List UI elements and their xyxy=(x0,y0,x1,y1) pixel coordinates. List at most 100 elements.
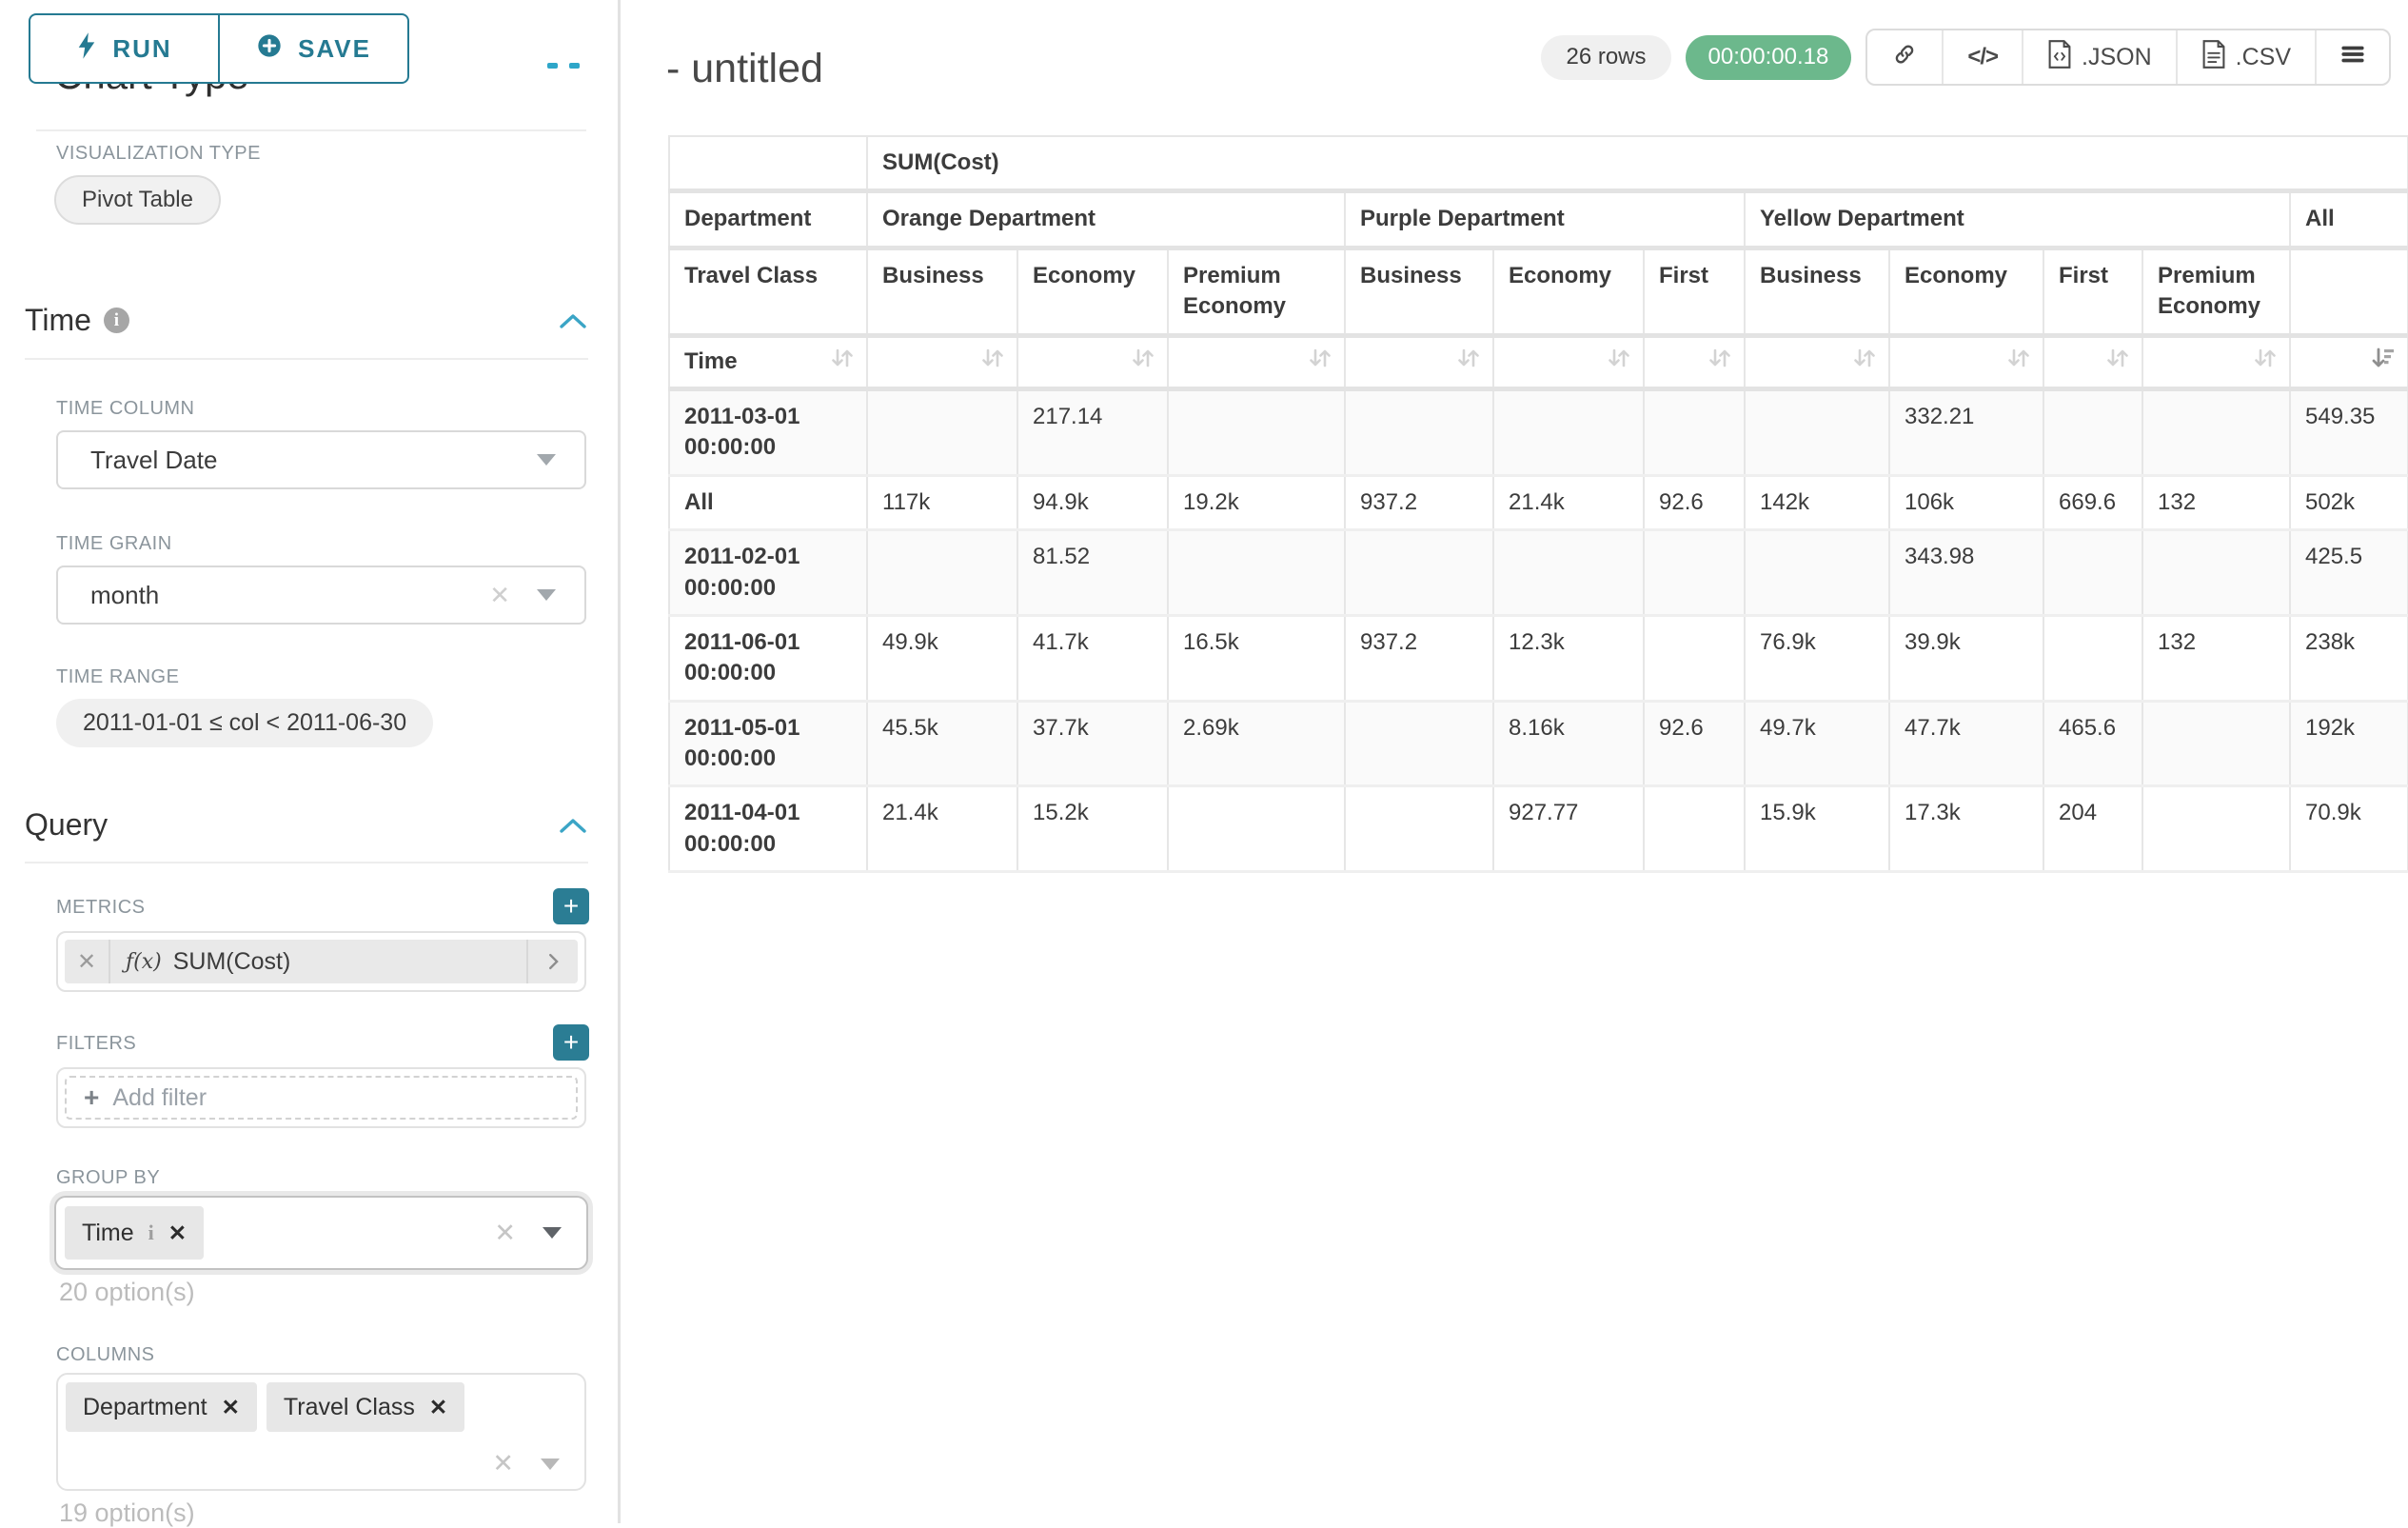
sort-toggle[interactable] xyxy=(867,335,1018,391)
remove-chip-icon[interactable]: ✕ xyxy=(168,1220,188,1245)
group-by-select[interactable]: Time i ✕ ✕ xyxy=(54,1196,588,1270)
info-icon[interactable]: i xyxy=(148,1220,154,1244)
menu-button[interactable] xyxy=(2315,30,2389,84)
remove-metric-icon[interactable]: ✕ xyxy=(65,940,110,983)
sort-toggle[interactable] xyxy=(1345,335,1494,391)
add-filter-button[interactable]: + xyxy=(553,1024,589,1061)
sort-toggle[interactable] xyxy=(2290,335,2408,391)
sort-icon xyxy=(1850,344,1879,381)
time-range-pill[interactable]: 2011-01-01 ≤ col < 2011-06-30 xyxy=(56,699,434,747)
add-filter-dropzone[interactable]: + Add filter xyxy=(65,1076,578,1120)
pivot-value-cell: 204 xyxy=(2043,785,2143,874)
pivot-value-cell: 425.5 xyxy=(2290,529,2408,617)
remove-chip-icon[interactable]: ✕ xyxy=(221,1394,240,1419)
sort-desc-active-icon xyxy=(2369,344,2398,381)
section-divider xyxy=(25,358,588,360)
share-link-button[interactable] xyxy=(1867,30,1942,84)
group-by-label: GROUP BY xyxy=(56,1167,161,1188)
pivot-value-cell: 15.2k xyxy=(1017,785,1169,874)
pivot-value-cell: 49.7k xyxy=(1745,701,1890,788)
sort-toggle[interactable] xyxy=(1889,335,2044,391)
time-sort-header[interactable]: Time xyxy=(669,335,868,391)
pivot-value-cell: 937.2 xyxy=(1345,475,1494,532)
chevron-up-icon[interactable] xyxy=(557,815,589,838)
pivot-value-cell: 92.6 xyxy=(1644,475,1746,532)
export-json-button[interactable]: .JSON xyxy=(2022,30,2176,84)
pivot-value-cell: 106k xyxy=(1889,475,2044,532)
metric-name: SUM(Cost) xyxy=(172,947,291,975)
col-header xyxy=(2290,248,2408,338)
metric-header-row: SUM(Cost) xyxy=(669,136,2408,194)
sort-icon xyxy=(828,344,857,381)
chevron-up-icon[interactable] xyxy=(557,310,589,333)
pivot-value-cell: 76.9k xyxy=(1745,615,1890,703)
sort-toggle[interactable] xyxy=(1644,335,1746,391)
sort-toggle[interactable] xyxy=(1493,335,1645,391)
sort-icon xyxy=(1306,344,1334,381)
chevron-down-icon[interactable] xyxy=(543,1227,562,1239)
time-column-select[interactable]: Travel Date xyxy=(56,430,586,489)
metrics-box: ✕ ƒ(x) SUM(Cost) xyxy=(56,931,586,992)
sort-icon xyxy=(1454,344,1483,381)
pivot-value-cell: 192k xyxy=(2290,701,2408,788)
link-icon xyxy=(1891,41,1918,74)
columns-chip[interactable]: Department ✕ xyxy=(66,1382,257,1432)
pivot-value-cell: 332.21 xyxy=(1889,388,2044,477)
clear-icon[interactable]: ✕ xyxy=(489,580,510,609)
time-grain-select[interactable]: month ✕ xyxy=(56,566,586,625)
pivot-value-cell: 669.6 xyxy=(2043,475,2143,532)
chart-title[interactable]: - untitled xyxy=(666,46,823,91)
pivot-value-cell: 92.6 xyxy=(1644,701,1746,788)
table-row: 2011-02-01 00:00:00 81.52 343.98 425.5 xyxy=(669,529,2408,617)
remove-chip-icon[interactable]: ✕ xyxy=(428,1394,448,1419)
visualization-type-chip[interactable]: Pivot Table xyxy=(54,175,221,225)
chevron-right-icon[interactable] xyxy=(526,940,578,983)
select-controls: ✕ xyxy=(494,1219,562,1248)
clear-icon[interactable]: ✕ xyxy=(492,1449,514,1478)
pivot-value-cell: 549.35 xyxy=(2290,388,2408,477)
sort-toggle[interactable] xyxy=(1017,335,1169,391)
columns-select[interactable]: Department ✕ Travel Class ✕ ✕ xyxy=(56,1373,586,1491)
pivot-table-head: SUM(Cost) Department Orange Department Purp… xyxy=(669,136,2408,391)
metric-pill[interactable]: ✕ ƒ(x) SUM(Cost) xyxy=(65,940,578,983)
sort-toggle[interactable] xyxy=(1168,335,1346,391)
col-header: Business xyxy=(1745,248,1890,338)
export-json-label: .JSON xyxy=(2082,43,2152,70)
function-icon: ƒ(x) xyxy=(126,949,162,974)
control-panel: Chart Type RUN SAVE VISUALIZATION TYPE P… xyxy=(0,0,621,1527)
export-csv-label: .CSV xyxy=(2235,43,2291,70)
sort-toggle[interactable] xyxy=(2043,335,2143,391)
sort-toggle[interactable] xyxy=(2142,335,2291,391)
pivot-corner-cell xyxy=(669,136,868,194)
metrics-label: METRICS xyxy=(56,897,146,918)
sort-toggle[interactable] xyxy=(1745,335,1890,391)
columns-chip[interactable]: Travel Class ✕ xyxy=(266,1382,465,1432)
pivot-value-cell xyxy=(1745,388,1890,477)
metric-main[interactable]: ƒ(x) SUM(Cost) xyxy=(110,940,526,983)
chevron-down-icon[interactable] xyxy=(541,1458,560,1470)
add-metric-button[interactable]: + xyxy=(553,888,589,924)
run-button-label: RUN xyxy=(112,33,172,63)
time-column-value: Travel Date xyxy=(90,445,218,474)
pivot-value-cell xyxy=(1168,785,1346,874)
view-query-button[interactable]: </> xyxy=(1942,30,2022,84)
info-icon[interactable]: i xyxy=(103,308,129,333)
pivot-value-cell xyxy=(2043,615,2143,703)
col-header: Premium Economy xyxy=(2142,248,2291,338)
clear-icon[interactable]: ✕ xyxy=(494,1218,516,1247)
pivot-value-cell xyxy=(1345,701,1494,788)
export-csv-button[interactable]: .CSV xyxy=(2175,30,2315,84)
filters-label: FILTERS xyxy=(56,1033,137,1054)
columns-label: COLUMNS xyxy=(56,1344,155,1365)
pivot-value-cell: 927.77 xyxy=(1493,785,1645,874)
pivot-value-cell: 19.2k xyxy=(1168,475,1346,532)
save-button[interactable]: SAVE xyxy=(218,13,409,84)
sort-icon xyxy=(1129,344,1157,381)
pivot-value-cell: 2.69k xyxy=(1168,701,1346,788)
travel-class-header-row: Travel Class Business Economy Premium Econo… xyxy=(669,248,2408,338)
filters-box: + Add filter xyxy=(56,1067,586,1128)
group-by-options-count: 20 option(s) xyxy=(59,1278,195,1306)
group-by-chip[interactable]: Time i ✕ xyxy=(65,1206,205,1260)
run-button[interactable]: RUN xyxy=(29,13,220,84)
sort-icon xyxy=(2103,344,2132,381)
